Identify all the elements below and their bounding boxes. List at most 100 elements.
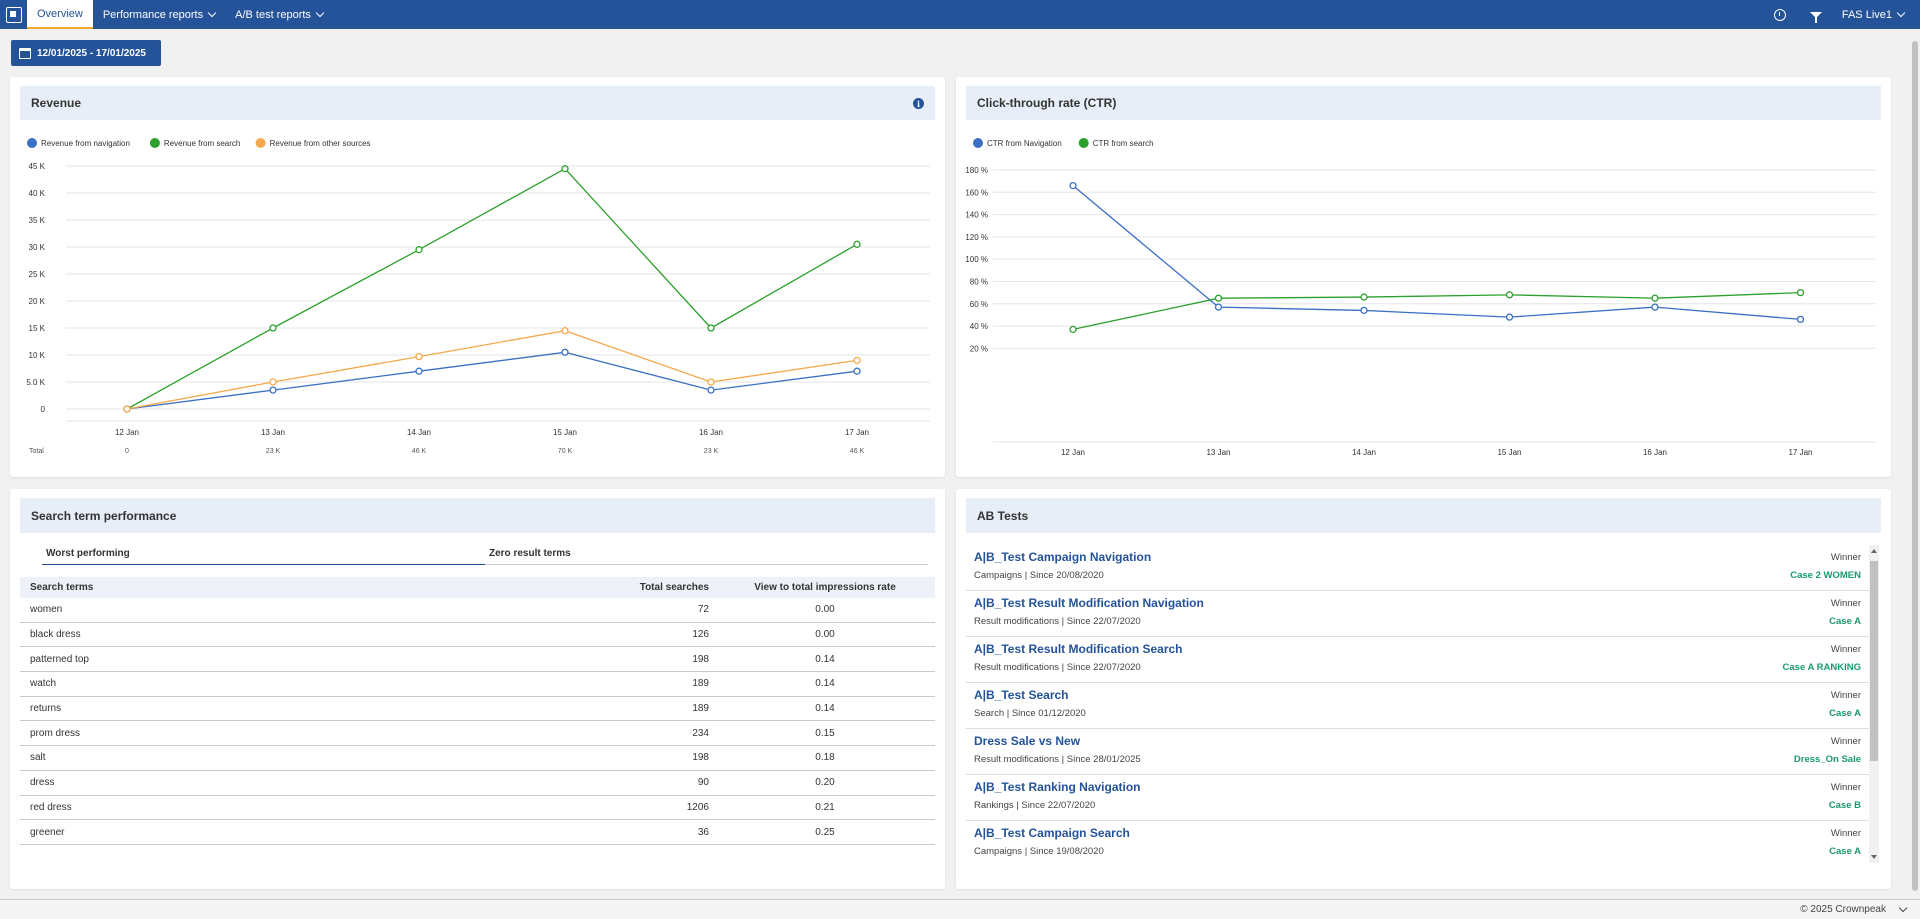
chevron-down-icon: [207, 8, 217, 18]
data-point: [853, 240, 861, 248]
scroll-down-icon[interactable]: [1871, 855, 1877, 859]
y-tick-label: 140 %: [965, 211, 988, 220]
data-point: [123, 405, 131, 413]
x-tick-label: 16 Jan: [699, 428, 723, 437]
data-point: [1796, 315, 1805, 324]
top-nav-bar: Overview Performance reports A/B test re…: [0, 0, 1920, 29]
data-point: [1796, 288, 1805, 297]
panel-title: AB Tests: [977, 508, 1029, 523]
tab-worst-performing[interactable]: Worst performing: [42, 545, 485, 565]
panel-header: Revenue i: [20, 86, 935, 120]
clock-icon[interactable]: [1762, 0, 1798, 29]
y-tick-label: 40 K: [29, 189, 46, 198]
x-tick-label: 12 Jan: [1061, 448, 1085, 457]
table-row[interactable]: prom dress 234 0.15: [20, 721, 935, 747]
table-row[interactable]: watch 189 0.14: [20, 672, 935, 697]
y-tick-label: 25 K: [29, 270, 46, 279]
column-header[interactable]: Search terms: [30, 582, 94, 593]
info-icon[interactable]: i: [913, 98, 924, 109]
ab-test-subtitle: Result modifications | Since 22/07/2020: [974, 662, 1141, 673]
ab-test-name[interactable]: A|B_Test Campaign Search: [974, 826, 1130, 840]
table-row[interactable]: dress 90 0.20: [20, 771, 935, 796]
total-searches-cell: 90: [697, 777, 709, 789]
total-searches-cell: 198: [692, 752, 709, 764]
table-row[interactable]: patterned top 198 0.14: [20, 647, 935, 673]
total-searches-cell: 36: [697, 826, 709, 838]
ab-tests-list: A|B_Test Campaign Navigation Campaigns | …: [966, 545, 1871, 863]
y-tick-label: 100 %: [965, 255, 988, 264]
filter-icon[interactable]: [1798, 0, 1834, 29]
data-point: [561, 165, 569, 173]
ab-test-name[interactable]: Dress Sale vs New: [974, 734, 1081, 748]
search-terms-table: Search terms Total searches View to tota…: [20, 577, 935, 845]
total-searches-cell: 189: [692, 678, 709, 690]
ab-test-name[interactable]: A|B_Test Ranking Navigation: [974, 780, 1141, 794]
environment-label: FAS Live1: [1841, 8, 1892, 21]
impressions-rate-cell: 0.00: [815, 604, 835, 616]
ab-test-item[interactable]: Dress Sale vs New Result modifications | …: [966, 729, 1871, 775]
table-row[interactable]: black dress 126 0.00: [20, 623, 935, 648]
scrollbar[interactable]: [1869, 545, 1879, 863]
ab-test-item[interactable]: A|B_Test Result Modification Navigation R…: [966, 591, 1871, 637]
ab-test-name[interactable]: A|B_Test Search: [974, 688, 1069, 702]
tab-label: Overview: [37, 7, 83, 20]
chevron-down-icon[interactable]: [1898, 903, 1908, 912]
page-scrollbar[interactable]: [1910, 29, 1920, 899]
data-point: [853, 356, 861, 365]
impressions-rate-cell: 0.18: [815, 752, 835, 764]
y-tick-label: 160 %: [965, 188, 988, 197]
table-row[interactable]: red dress 1206 0.21: [20, 796, 935, 821]
impressions-rate-cell: 0.21: [815, 801, 835, 813]
environment-selector[interactable]: FAS Live1: [1834, 0, 1920, 29]
total-value: 46 K: [412, 448, 427, 455]
ab-test-name[interactable]: A|B_Test Result Modification Navigation: [974, 596, 1204, 610]
table-row[interactable]: greener 36 0.25: [20, 820, 935, 845]
tab-zero-result-terms[interactable]: Zero result terms: [485, 545, 928, 565]
table-header: Search terms Total searches View to tota…: [20, 577, 935, 598]
impressions-rate-cell: 0.15: [815, 727, 835, 739]
scroll-up-icon[interactable]: [1871, 549, 1877, 553]
table-row[interactable]: returns 189 0.14: [20, 697, 935, 722]
column-header[interactable]: View to total impressions rate: [754, 582, 896, 593]
winner-label: Winner: [1830, 736, 1861, 747]
table-row[interactable]: women 72 0.00: [20, 598, 935, 623]
ab-test-item[interactable]: A|B_Test Campaign Search Campaigns | Sinc…: [966, 821, 1871, 863]
legend-marker: [255, 138, 266, 148]
data-point: [1651, 303, 1659, 311]
panel-header: Click-through rate (CTR): [966, 86, 1881, 120]
column-header[interactable]: Total searches: [639, 582, 709, 593]
x-tick-label: 12 Jan: [115, 428, 139, 437]
tab-overview[interactable]: Overview: [27, 0, 93, 29]
y-tick-label: 20 K: [29, 297, 46, 306]
ab-test-name[interactable]: A|B_Test Campaign Navigation: [974, 550, 1152, 564]
data-point: [853, 367, 861, 375]
data-point: [1360, 306, 1368, 315]
search-term-cell: returns: [30, 703, 62, 715]
date-range-label: 12/01/2025 - 17/01/2025: [37, 47, 146, 59]
table-row[interactable]: salt 198 0.18: [20, 746, 935, 771]
scrollbar-thumb[interactable]: [1870, 561, 1878, 761]
winner-case: Case B: [1828, 800, 1861, 811]
legend-label: Revenue from navigation: [41, 139, 130, 148]
ab-test-item[interactable]: A|B_Test Result Modification Search Resul…: [966, 637, 1871, 683]
tab-label: Worst performing: [46, 548, 130, 559]
date-range-button[interactable]: 12/01/2025 - 17/01/2025: [11, 40, 161, 66]
tab-label: Performance reports: [102, 8, 204, 21]
series-line: [1072, 291, 1801, 331]
total-searches-cell: 126: [692, 629, 709, 641]
tab-ab-test-reports[interactable]: A/B test reports: [225, 0, 333, 29]
tab-performance-reports[interactable]: Performance reports: [93, 0, 225, 29]
winner-case: Case A: [1829, 616, 1861, 627]
winner-label: Winner: [1830, 828, 1861, 839]
ab-test-item[interactable]: A|B_Test Campaign Navigation Campaigns | …: [966, 545, 1871, 591]
ab-test-item[interactable]: A|B_Test Search Search | Since 01/12/2020…: [966, 683, 1871, 729]
data-point: [707, 324, 715, 332]
ab-test-item[interactable]: A|B_Test Ranking Navigation Rankings | Si…: [966, 775, 1871, 821]
ab-test-name[interactable]: A|B_Test Result Modification Search: [974, 642, 1183, 656]
search-term-cell: dress: [30, 777, 55, 789]
ab-tests-panel: AB Tests A|B_Test Campaign Navigation Cam…: [956, 489, 1891, 889]
logo-icon[interactable]: [0, 0, 27, 29]
impressions-rate-cell: 0.14: [815, 678, 835, 690]
page-scrollbar-thumb[interactable]: [1912, 41, 1918, 891]
winner-case: Case A: [1829, 846, 1861, 857]
